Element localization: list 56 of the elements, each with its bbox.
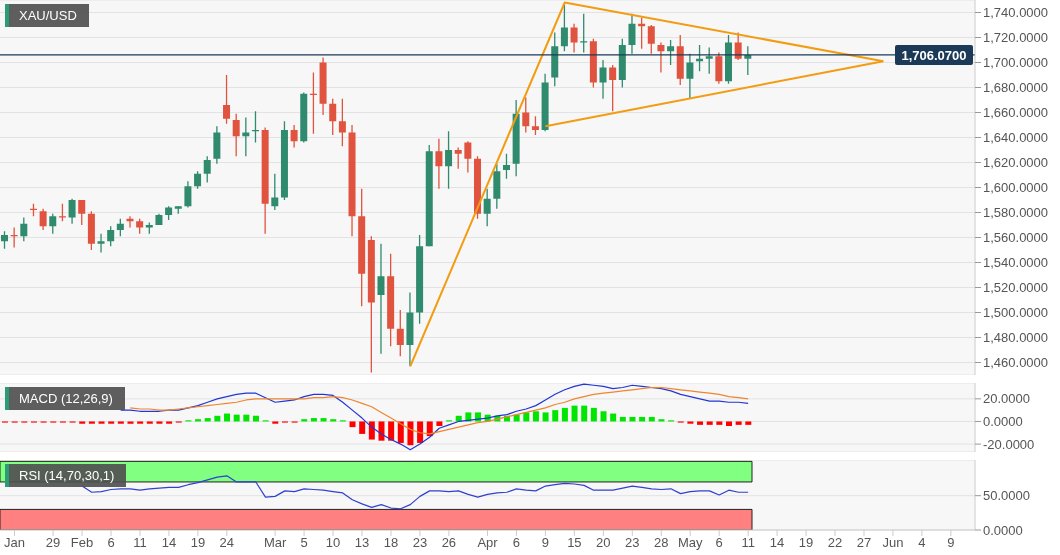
x-tick-label: 23 [412,535,428,551]
x-tick-label: 26 [441,535,457,551]
y-tick-label: 1,640.0000 [983,130,1049,146]
y-tick-label: 1,480.0000 [983,330,1049,346]
x-tick-label: 10 [325,535,341,551]
text: MACD (12,26,9) [5,387,125,410]
y-tick-label: 1,500.0000 [983,305,1049,321]
y-tick-label: 1,740.0000 [983,5,1049,21]
x-tick-label: 11 [133,535,147,551]
x-tick-label: Jun [882,535,904,551]
x-tick-label: 27 [856,535,872,551]
x-tick-label: 14 [161,535,177,551]
y-tick-label: 1,620.0000 [983,155,1049,171]
y-tick-label: 20.0000 [983,391,1030,407]
y-tick-label: 1,460.0000 [983,355,1049,371]
x-tick-label: 9 [947,535,955,551]
x-tick-label: 11 [741,535,755,551]
x-tick-label: 13 [354,535,370,551]
x-tick-label: 19 [798,535,814,551]
x-tick-label: May [677,535,703,551]
x-tick-label: 4 [918,535,926,551]
x-tick-label: 6 [715,535,723,551]
y-tick-label: 1,520.0000 [983,280,1049,296]
x-tick-label: 5 [300,535,308,551]
y-tick-label: 1,600.0000 [983,180,1049,196]
y-tick-label: 1,680.0000 [983,80,1049,96]
x-tick-label: 29 [45,535,61,551]
x-tick-label: Jan [4,535,25,551]
y-tick-label: 1,660.0000 [983,105,1049,121]
x-tick-label: 23 [625,535,640,551]
x-tick-label: 18 [383,535,399,551]
x-tick-label: 6 [107,535,115,551]
y-tick-label: 1,700.0000 [983,55,1049,71]
text: XAU/USD [5,4,89,27]
x-tick-label: 19 [190,535,206,551]
x-tick-label: 6 [512,535,521,551]
x-tick-label: 14 [769,535,785,551]
y-tick-label: 1,560.0000 [983,230,1049,246]
y-tick-label: 50.0000 [983,488,1030,504]
y-tick-label: 0.0000 [983,522,1023,538]
x-tick-label: 9 [541,535,550,551]
x-tick-label: 22 [827,535,843,551]
y-tick-label: 1,580.0000 [983,205,1049,221]
text: RSI (14,70,30,1) [5,464,127,487]
x-tick-label: Mar [263,535,287,551]
y-tick-label: 1,540.0000 [983,255,1049,271]
y-tick-label: 0.0000 [983,414,1023,430]
x-tick-label: Feb [70,535,94,551]
x-tick-label: Apr [477,535,499,551]
y-tick-label: -20.0000 [983,436,1035,452]
x-tick-label: 28 [654,535,669,551]
x-tick-label: 20 [596,535,611,551]
x-tick-label: 15 [567,535,582,551]
x-tick-label: 24 [219,535,235,551]
ref-line-label: 1,706.0700 [901,47,967,63]
y-tick-label: 1,720.0000 [983,30,1049,46]
